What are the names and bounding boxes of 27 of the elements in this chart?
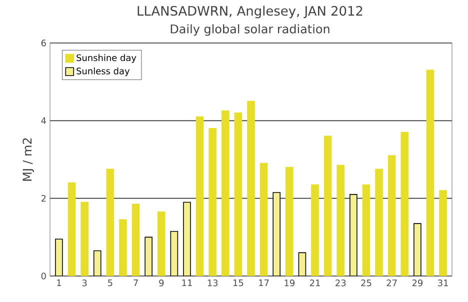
legend-label: Sunless day [76, 67, 130, 76]
y-tick-label: 2 [41, 195, 46, 202]
y-tick-label: 0 [41, 272, 46, 280]
y-tick-label: 6 [41, 40, 46, 46]
legend-label: Sunshine day [76, 54, 136, 63]
x-tick-label: 29 [412, 280, 423, 286]
x-tick-label: 21 [310, 280, 320, 286]
x-tick-label: 17 [259, 280, 269, 286]
chart-subtitle: Daily global solar radiation [170, 24, 330, 36]
x-tick-label: 11 [182, 280, 192, 286]
x-tick-label: 3 [82, 280, 87, 286]
x-tick-label: 15 [233, 280, 244, 286]
y-axis-title: MJ / m2 [22, 138, 34, 181]
y-tick-label: 4 [41, 117, 46, 124]
bar [298, 252, 306, 276]
x-tick-label: 5 [108, 280, 112, 286]
x-tick-label: 27 [386, 280, 397, 286]
x-tick-label: 1 [57, 280, 61, 286]
x-tick-label: 31 [438, 280, 448, 286]
x-tick-label: 9 [159, 280, 164, 286]
chart-title: LLANSADWRN, Anglesey, JAN 2012 [138, 6, 362, 18]
x-tick-label: 13 [208, 280, 218, 286]
x-tick-label: 25 [361, 280, 372, 286]
x-tick-label: 23 [336, 280, 346, 286]
bar [170, 230, 178, 276]
x-tick-label: 19 [284, 280, 294, 286]
x-tick-label: 7 [134, 280, 138, 286]
